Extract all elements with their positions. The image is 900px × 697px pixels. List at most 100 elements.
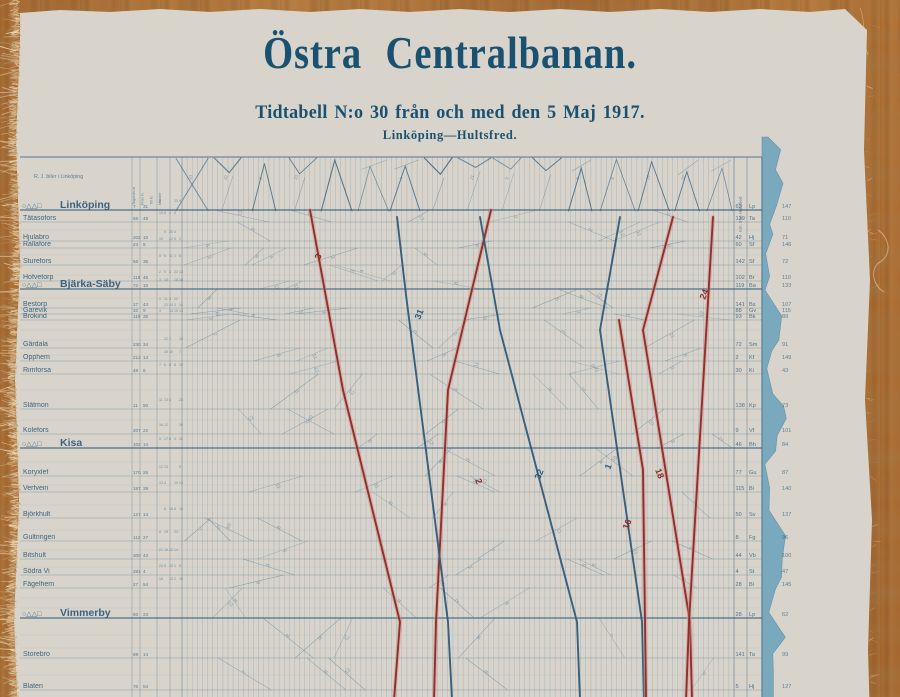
svg-text:○△△□: ○△△□ bbox=[22, 611, 42, 618]
svg-text:Lp: Lp bbox=[749, 612, 755, 618]
svg-text:5: 5 bbox=[164, 564, 166, 568]
svg-text:10: 10 bbox=[143, 283, 149, 288]
svg-text:Lp: Lp bbox=[749, 204, 755, 210]
svg-text:140: 140 bbox=[782, 486, 791, 492]
svg-text:14: 14 bbox=[143, 355, 149, 360]
svg-text:9: 9 bbox=[481, 316, 487, 320]
svg-text:14: 14 bbox=[143, 512, 149, 517]
svg-text:Br: Br bbox=[749, 275, 755, 281]
svg-text:230: 230 bbox=[133, 342, 141, 347]
svg-text:127: 127 bbox=[133, 512, 141, 517]
svg-text:Rallafore: Rallafore bbox=[23, 241, 51, 248]
svg-text:14: 14 bbox=[143, 442, 149, 447]
svg-text:16: 16 bbox=[164, 548, 168, 552]
svg-text:3: 3 bbox=[669, 439, 676, 444]
svg-text:50: 50 bbox=[736, 512, 742, 518]
svg-text:6: 6 bbox=[179, 254, 181, 258]
svg-text:8: 8 bbox=[169, 363, 171, 367]
svg-text:Björkhult: Björkhult bbox=[23, 511, 50, 518]
svg-text:9: 9 bbox=[164, 230, 166, 234]
svg-text:62: 62 bbox=[782, 612, 788, 618]
svg-text:27: 27 bbox=[133, 582, 139, 587]
svg-text:72: 72 bbox=[782, 259, 788, 265]
svg-text:14: 14 bbox=[169, 303, 173, 307]
svg-text:50: 50 bbox=[143, 403, 149, 408]
svg-text:13: 13 bbox=[164, 465, 168, 469]
svg-text:72: 72 bbox=[736, 342, 742, 348]
svg-text:6: 6 bbox=[164, 363, 166, 367]
svg-text:2: 2 bbox=[588, 227, 595, 232]
svg-text:16: 16 bbox=[159, 423, 163, 427]
svg-text:20: 20 bbox=[159, 564, 163, 568]
svg-text:Kp: Kp bbox=[749, 403, 756, 409]
svg-text:54: 54 bbox=[143, 582, 149, 587]
svg-text:6: 6 bbox=[164, 254, 166, 258]
svg-text:2: 2 bbox=[174, 577, 176, 581]
svg-text:54: 54 bbox=[143, 684, 149, 689]
svg-text:St: St bbox=[749, 569, 755, 575]
svg-text:8: 8 bbox=[143, 368, 146, 373]
svg-text:14: 14 bbox=[179, 303, 183, 307]
svg-text:110: 110 bbox=[782, 275, 791, 281]
svg-text:27: 27 bbox=[143, 535, 149, 540]
svg-text:84: 84 bbox=[782, 442, 788, 448]
svg-text:12: 12 bbox=[169, 548, 173, 552]
svg-text:87: 87 bbox=[782, 470, 788, 476]
svg-text:5: 5 bbox=[206, 296, 212, 302]
svg-text:42: 42 bbox=[736, 235, 742, 241]
svg-text:5: 5 bbox=[736, 684, 739, 690]
svg-text:1: 1 bbox=[159, 297, 161, 301]
svg-text:127: 127 bbox=[782, 684, 791, 690]
svg-text:2: 2 bbox=[581, 387, 587, 394]
svg-text:4: 4 bbox=[320, 311, 326, 315]
svg-text:23: 23 bbox=[174, 530, 178, 534]
svg-text:Brokind: Brokind bbox=[23, 313, 47, 320]
svg-text:8: 8 bbox=[323, 669, 330, 675]
svg-text:Gu: Gu bbox=[749, 470, 756, 476]
svg-text:11: 11 bbox=[668, 332, 676, 340]
svg-text:137: 137 bbox=[782, 512, 791, 518]
svg-text:Hofvetorp: Hofvetorp bbox=[23, 274, 53, 281]
svg-text:21: 21 bbox=[469, 174, 476, 181]
svg-text:10: 10 bbox=[312, 366, 319, 373]
svg-text:9: 9 bbox=[179, 199, 181, 203]
svg-text:39: 39 bbox=[143, 486, 149, 491]
svg-text:8: 8 bbox=[159, 530, 161, 534]
svg-text:10: 10 bbox=[143, 235, 149, 240]
svg-text:26: 26 bbox=[143, 470, 149, 475]
svg-text:8: 8 bbox=[164, 211, 166, 215]
svg-text:8: 8 bbox=[159, 199, 161, 203]
svg-text:23: 23 bbox=[293, 174, 300, 181]
svg-text:89: 89 bbox=[782, 314, 788, 320]
svg-text:5: 5 bbox=[701, 671, 707, 678]
svg-text:Gultringen: Gultringen bbox=[23, 534, 55, 541]
svg-text:Rimforsa: Rimforsa bbox=[23, 367, 51, 374]
svg-text:76: 76 bbox=[133, 684, 139, 689]
svg-text:2: 2 bbox=[669, 366, 676, 372]
svg-text:4: 4 bbox=[610, 176, 616, 181]
svg-text:Bjärka-Säby: Bjärka-Säby bbox=[60, 278, 121, 290]
svg-text:○△△□: ○△△□ bbox=[22, 282, 42, 289]
svg-text:22: 22 bbox=[164, 337, 168, 341]
svg-text:9: 9 bbox=[275, 353, 282, 358]
svg-text:101: 101 bbox=[782, 428, 791, 434]
svg-text:3: 3 bbox=[329, 255, 336, 260]
svg-text:Sturefors: Sturefors bbox=[23, 258, 52, 265]
svg-text:119: 119 bbox=[133, 275, 141, 280]
svg-text:18: 18 bbox=[159, 577, 163, 581]
svg-text:31: 31 bbox=[413, 308, 426, 321]
svg-text:4: 4 bbox=[359, 269, 366, 274]
svg-text:146: 146 bbox=[782, 242, 791, 248]
svg-text:32: 32 bbox=[133, 308, 139, 313]
svg-text:13: 13 bbox=[159, 481, 163, 485]
svg-text:Fägelhem: Fägelhem bbox=[23, 581, 54, 588]
svg-text:4: 4 bbox=[174, 230, 176, 234]
svg-text:11: 11 bbox=[310, 353, 318, 360]
svg-text:1: 1 bbox=[179, 237, 181, 241]
svg-text:46: 46 bbox=[143, 275, 149, 280]
svg-text:46: 46 bbox=[736, 442, 742, 448]
svg-text:4: 4 bbox=[164, 481, 166, 485]
svg-text:Blaten: Blaten bbox=[23, 683, 43, 690]
svg-text:187: 187 bbox=[133, 486, 141, 491]
svg-text:16: 16 bbox=[169, 507, 173, 511]
